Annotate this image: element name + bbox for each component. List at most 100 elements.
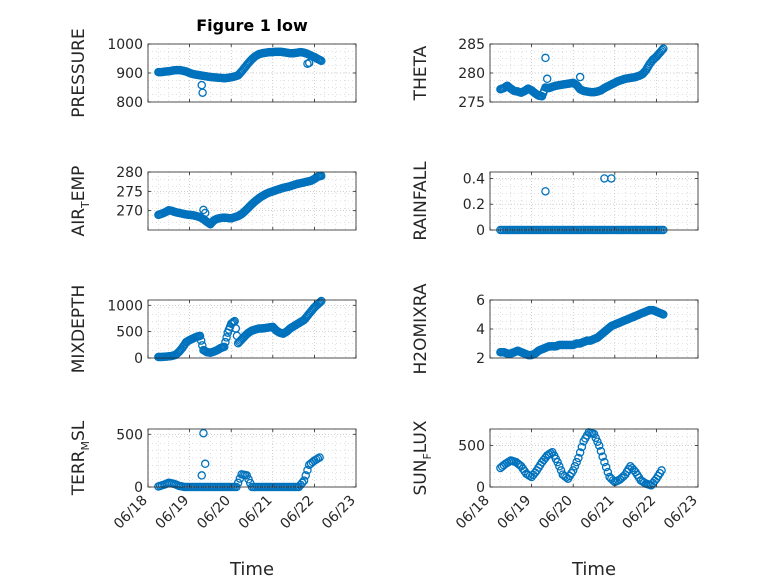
data-point [659,310,668,319]
data-point [317,56,326,66]
y-axis-label: TERRMSL [69,420,92,496]
figure-title: Figure 1 low [196,16,308,35]
x-tick-label: 06/21 [578,493,618,533]
y-axis-label-tail: LUX [411,420,431,453]
y-tick-label: 500 [116,325,143,341]
data-point [555,462,564,471]
data-series [154,296,326,362]
data-point [303,465,312,475]
data-point [659,44,668,53]
y-tick-label: 270 [116,204,143,220]
data-point [594,441,604,450]
data-point [570,462,580,471]
subplot-7: 0 500 06/18 06/19 06/20 06/21 06/22 06/23 TERRMS… [69,420,359,532]
data-point [607,174,616,183]
subplot-6: 2 4 6 H2OMIXRA [411,283,699,375]
y-tick-label: 0 [476,223,485,239]
y-tick-label: 800 [116,95,143,111]
data-point [596,446,606,456]
y-axis-label-main: RAINFALL [411,161,431,241]
y-tick-label: 275 [458,95,485,111]
subplot-5: 0 500 1000 MIXDEPTH [69,285,357,374]
y-axis-label: THETA [411,45,431,101]
data-point [593,437,602,446]
data-point [542,74,552,84]
data-point [598,452,607,461]
y-axis-label: RAINFALL [411,161,431,241]
y-tick-label: 280 [116,165,143,181]
y-tick-label: 900 [116,66,143,82]
y-tick-label: 0 [134,480,143,496]
y-tick-label: 1000 [107,298,143,314]
data-point [200,459,210,469]
data-point [244,475,253,484]
x-tick-label: 06/22 [277,493,317,533]
data-point [242,471,252,480]
axes-box [147,428,357,488]
data-series [496,44,668,101]
y-axis-label: AIRTEMP [69,166,92,237]
data-point [603,467,613,477]
subplot-3: 270 275 280 AIRTEMP [69,165,357,237]
data-point [298,478,307,488]
x-tick-label: 06/22 [619,493,659,533]
y-tick-label: 500 [458,439,485,455]
data-point [221,337,230,347]
data-point [601,462,611,472]
data-point [541,53,550,63]
y-tick-label: 4 [476,322,485,338]
y-axis-label-main: H2OMIXRA [411,283,431,374]
subplot-1: 800 900 1000 PRESSURE [69,28,357,118]
x-tick-label: 06/20 [536,493,576,533]
axes-box [489,428,699,488]
data-point [220,342,229,352]
data-point [304,58,314,68]
data-point [198,341,207,350]
y-tick-label: 275 [116,184,143,200]
y-axis-label-main: TERR [69,450,89,496]
y-axis-label: H2OMIXRA [411,283,431,374]
data-point [199,428,208,438]
y-tick-label: 280 [458,66,485,82]
y-axis-label-tail: EMP [69,166,89,202]
y-axis-label-subscript: M [79,441,92,451]
data-point [591,433,600,443]
data-point [600,457,609,467]
data-point [656,47,666,56]
data-point [314,298,324,308]
subplot-8: 0 500 06/18 06/19 06/20 06/21 06/22 06/23 SUNFLU… [411,420,701,532]
x-tick-label: 06/18 [111,493,151,533]
y-axis-label-main: MIXDEPTH [69,285,89,374]
y-axis-label-subscript: F [421,453,434,459]
data-point [315,453,324,462]
axes-box [147,299,357,359]
y-tick-label: 0 [476,480,485,496]
y-axis-label: SUNFLUX [411,420,434,495]
y-tick-label: 6 [476,293,485,309]
y-axis-label: MIXDEPTH [69,285,89,374]
x-tick-label: 06/18 [453,493,493,533]
data-point [541,187,550,196]
y-axis-label-main: SUN [411,460,431,496]
data-point [572,457,581,467]
data-point [196,336,206,345]
y-tick-label: 0.4 [463,171,485,187]
data-series [496,305,668,360]
data-point [568,466,578,475]
x-tick-label: 06/19 [495,493,535,533]
data-point [301,471,310,480]
data-point [222,333,231,342]
y-axis-label-subscript: T [79,201,92,209]
x-axis-label-right: Time [571,559,616,580]
axes-box [147,171,357,231]
data-point [299,476,309,485]
data-series [154,171,326,229]
data-point [315,297,325,307]
y-tick-label: 1000 [107,37,143,53]
data-series [154,47,326,97]
y-tick-label: 2 [476,351,485,367]
data-series [496,428,666,490]
x-tick-label: 06/23 [661,493,701,533]
